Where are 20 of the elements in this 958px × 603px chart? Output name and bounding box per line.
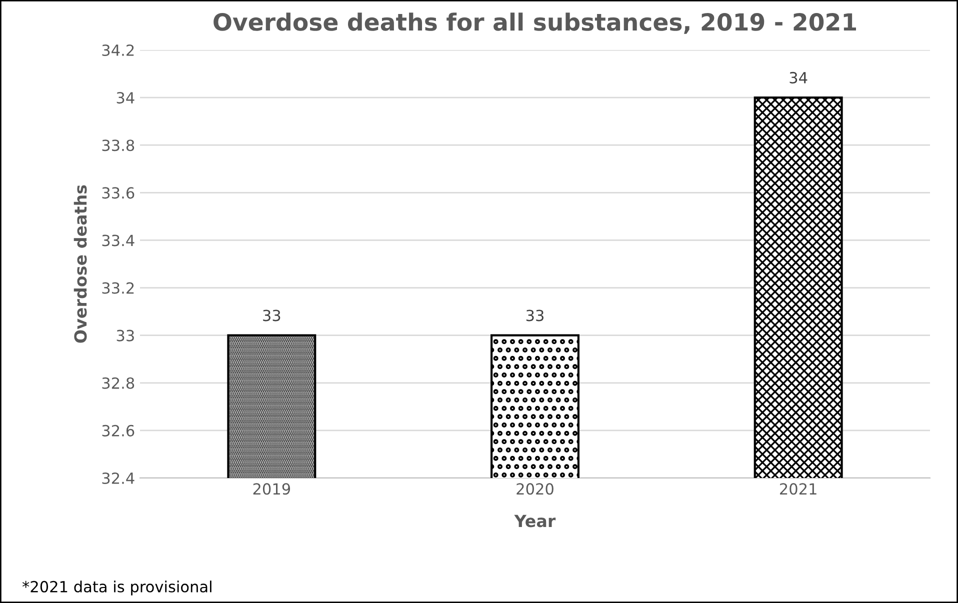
y-axis-title: Overdose deaths (74, 185, 87, 343)
y-tick-label: 33.2 (102, 282, 134, 294)
y-tick-label: 33.6 (102, 187, 134, 199)
x-tick-label: 2020 (516, 483, 554, 495)
y-tick-label: 33.8 (102, 140, 134, 152)
y-tick-label: 34.2 (102, 44, 134, 56)
y-tick-label: 32.8 (102, 377, 134, 389)
y-tick-label: 32.6 (102, 424, 134, 436)
data-label: 33 (526, 310, 544, 322)
chart-title: Overdose deaths for all substances, 2019 - 2021 (214, 12, 856, 34)
y-tick-label: 32.4 (102, 472, 134, 484)
y-tick-label: 33.4 (102, 234, 134, 246)
y-tick-label: 33 (116, 330, 134, 342)
data-label: 34 (790, 72, 808, 84)
x-tick-label: 2019 (253, 483, 290, 495)
y-tick-label: 34 (116, 92, 134, 104)
x-axis-title: Year (514, 514, 556, 528)
x-tick-label: 2021 (780, 483, 816, 495)
data-label: 33 (263, 310, 280, 322)
text: *2021 data is provisional (22, 580, 212, 596)
